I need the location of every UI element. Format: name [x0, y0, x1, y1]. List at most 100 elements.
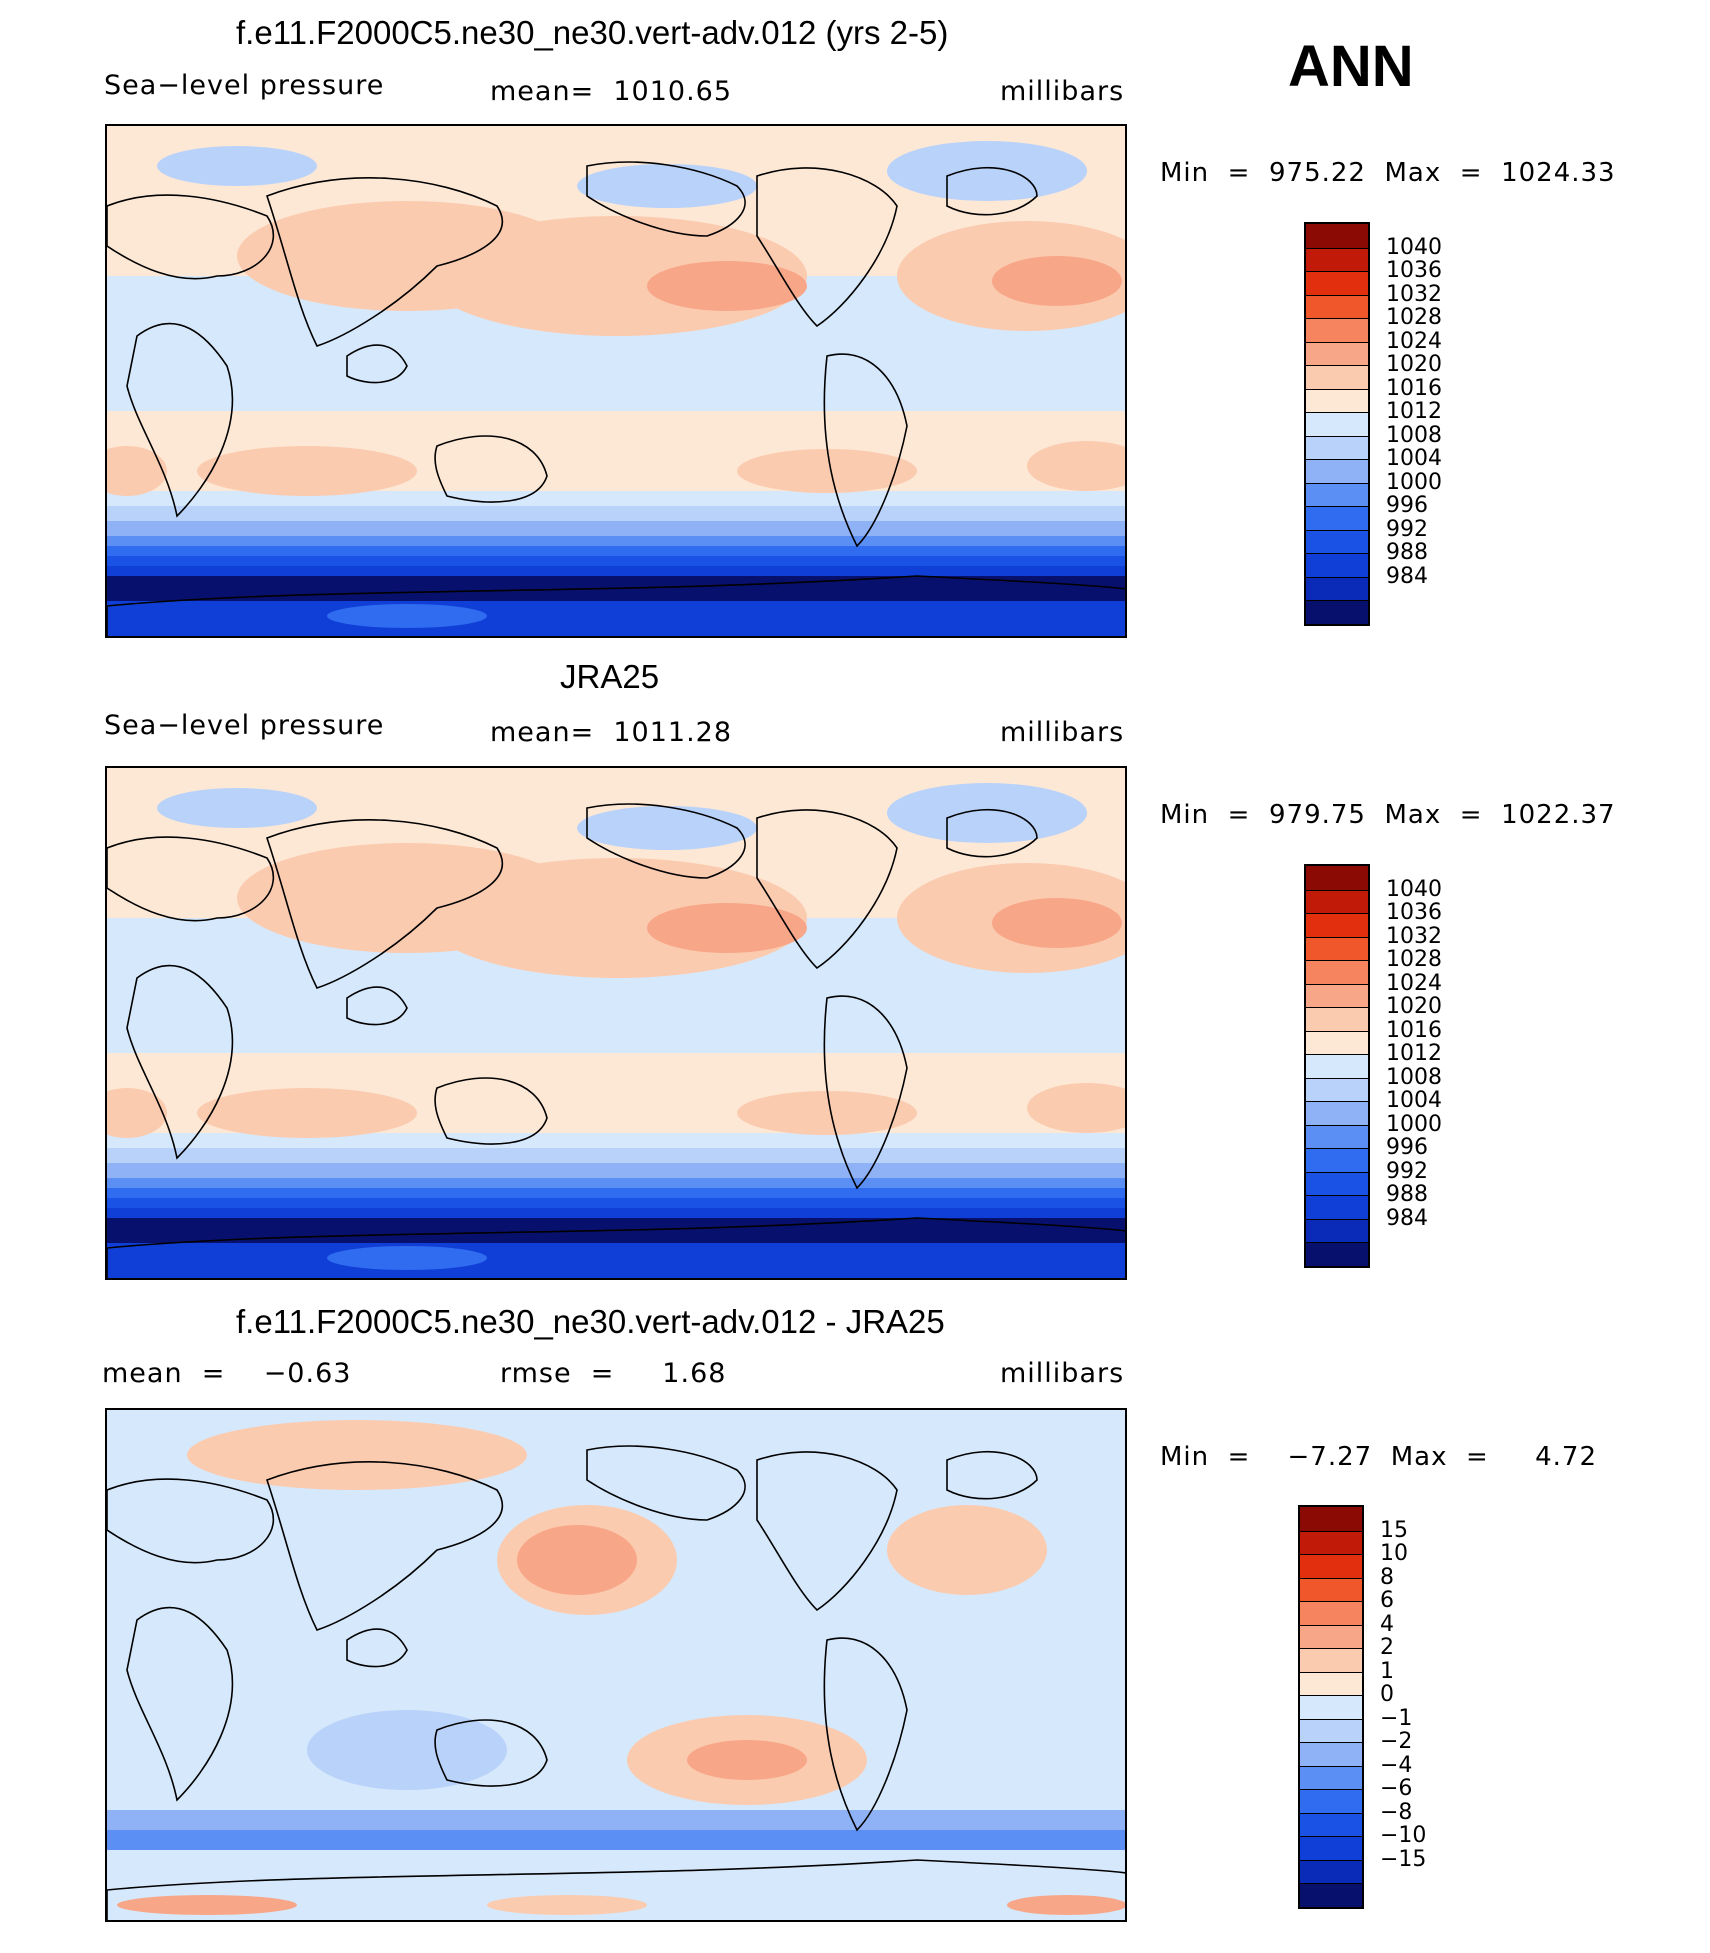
colorbar-label: 988: [1386, 540, 1428, 566]
colorbar-box: [1306, 936, 1368, 961]
coastline: [107, 1217, 1125, 1278]
coastline: [946, 808, 1038, 858]
panel-3-title: f.e11.F2000C5.ne30_ne30.vert-adv.012 - J…: [236, 1303, 945, 1340]
colorbar-box: [1300, 1671, 1362, 1696]
colorbar-label: 1012: [1386, 399, 1442, 425]
colorbar-label: 992: [1386, 516, 1428, 542]
colorbar-box: [1306, 983, 1368, 1008]
panel-2-colorbar: [1304, 864, 1370, 1268]
coastline: [265, 177, 504, 347]
panel-1-variable: Sea−level pressure: [104, 70, 385, 101]
colorbar-box: [1306, 576, 1368, 601]
panel-2-title: JRA25: [560, 658, 660, 695]
coastline: [756, 1451, 898, 1612]
coastline: [434, 435, 548, 503]
colorbar-box: [1306, 247, 1368, 272]
colorbar-label: 1040: [1386, 876, 1442, 902]
panel-3-rmse: rmse = 1.68: [500, 1358, 727, 1389]
contour-plot: [107, 1410, 1125, 1920]
colorbar-box: [1300, 1859, 1362, 1884]
panel-3-map: [105, 1408, 1127, 1922]
colorbar-box: [1300, 1577, 1362, 1602]
colorbar-label: 1008: [1386, 422, 1442, 448]
colorbar-box: [1306, 1030, 1368, 1055]
colorbar-box: [1306, 365, 1368, 389]
colorbar-box: [1306, 435, 1368, 460]
colorbar-label: 984: [1386, 1205, 1428, 1231]
colorbar-label: −15: [1380, 1846, 1427, 1872]
colorbar-box: [1306, 388, 1368, 413]
coastline: [107, 1859, 1125, 1920]
colorbar-box: [1306, 482, 1368, 507]
colorbar-box: [1306, 866, 1368, 890]
colorbar-label: −10: [1380, 1823, 1427, 1849]
colorbar-label: 6: [1380, 1588, 1394, 1614]
colorbar-box: [1300, 1883, 1362, 1907]
panel-1-minmax: Min = 975.22 Max = 1024.33: [1160, 158, 1616, 188]
coastline: [756, 167, 898, 328]
colorbar-label: 996: [1386, 493, 1428, 519]
colorbar-box: [1306, 600, 1368, 624]
colorbar-label: 1012: [1386, 1041, 1442, 1067]
colorbar-label: 1004: [1386, 446, 1442, 472]
colorbar-box: [1306, 224, 1368, 248]
colorbar-label: 1008: [1386, 1064, 1442, 1090]
coastline: [346, 344, 408, 384]
coastline: [823, 995, 908, 1190]
coastline: [823, 1637, 908, 1832]
colorbar-label: 0: [1380, 1682, 1394, 1708]
colorbar-box: [1306, 294, 1368, 319]
colorbar-box: [1306, 341, 1368, 366]
coastline: [434, 1077, 548, 1145]
panel-2-units: millibars: [1000, 717, 1125, 748]
colorbar-label: 1016: [1386, 1017, 1442, 1043]
panel-3-units: millibars: [1000, 1358, 1125, 1389]
colorbar-box: [1300, 1765, 1362, 1790]
colorbar-label: 992: [1386, 1158, 1428, 1184]
panel-2-minmax: Min = 979.75 Max = 1022.37: [1160, 800, 1616, 830]
colorbar-box: [1306, 889, 1368, 914]
coastline: [265, 819, 504, 989]
colorbar-box: [1300, 1742, 1362, 1766]
coastline: [586, 803, 746, 879]
colorbar-box: [1300, 1718, 1362, 1743]
panel-1-colorbar: [1304, 222, 1370, 626]
colorbar-box: [1300, 1836, 1362, 1860]
colorbar-label: 988: [1386, 1182, 1428, 1208]
colorbar-label: −2: [1380, 1729, 1413, 1755]
colorbar-box: [1306, 1242, 1368, 1266]
season-label: ANN: [1288, 34, 1414, 99]
panel-2-variable: Sea−level pressure: [104, 710, 385, 741]
colorbar-box: [1306, 1218, 1368, 1243]
colorbar-box: [1300, 1695, 1362, 1719]
colorbar-box: [1306, 529, 1368, 554]
colorbar-label: 1024: [1386, 970, 1442, 996]
colorbar-box: [1306, 412, 1368, 436]
colorbar-label: 1036: [1386, 900, 1442, 926]
colorbar-label: −8: [1380, 1799, 1413, 1825]
colorbar-label: 1000: [1386, 1111, 1442, 1137]
colorbar-label: 1016: [1386, 375, 1442, 401]
colorbar-box: [1306, 1171, 1368, 1196]
panel-3-minmax: Min = −7.27 Max = 4.72: [1160, 1442, 1597, 1472]
colorbar-label: 15: [1380, 1517, 1408, 1543]
panel-3-colorbar: [1298, 1505, 1364, 1909]
colorbar-box: [1300, 1601, 1362, 1625]
colorbar-label: 996: [1386, 1135, 1428, 1161]
colorbar-label: 1032: [1386, 281, 1442, 307]
colorbar-label: 8: [1380, 1564, 1394, 1590]
colorbar-box: [1300, 1648, 1362, 1672]
coastline: [946, 166, 1038, 216]
coastline: [586, 1445, 746, 1521]
colorbar-label: 1020: [1386, 994, 1442, 1020]
coastline: [434, 1719, 548, 1787]
colorbar-box: [1306, 1007, 1368, 1031]
colorbar-box: [1306, 1124, 1368, 1149]
colorbar-box: [1306, 553, 1368, 577]
panel-2-mean: mean= 1011.28: [490, 717, 733, 748]
colorbar-box: [1306, 318, 1368, 342]
contour-plot: [107, 768, 1125, 1278]
panel-1-units: millibars: [1000, 76, 1125, 107]
colorbar-box: [1306, 1054, 1368, 1078]
colorbar-box: [1300, 1530, 1362, 1555]
